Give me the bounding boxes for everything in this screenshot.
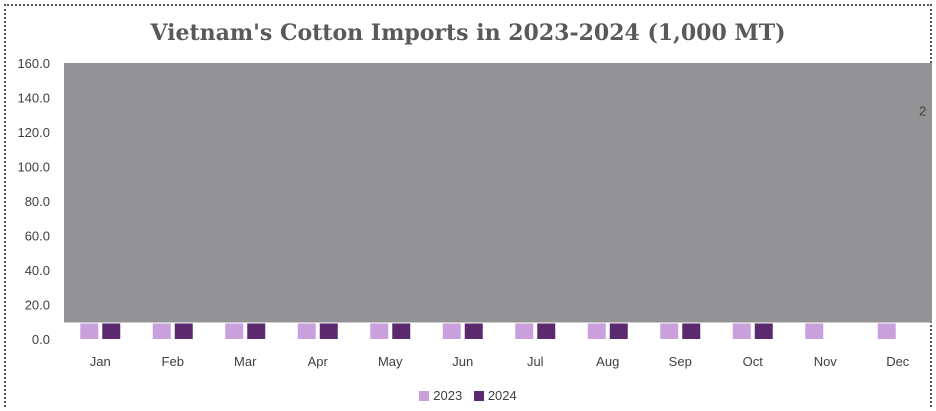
- y-tick-label: 20.0: [25, 298, 50, 313]
- x-axis: Jan Feb Mar Apr May Jun Jul Aug Sep Oct Nov Dec: [90, 354, 910, 369]
- bar-2024-feb: [174, 323, 193, 339]
- bar-2023-apr: [297, 323, 316, 339]
- bar-2024-apr: [319, 323, 338, 339]
- bar-2023-oct: [732, 323, 751, 339]
- bar-2023-aug: [587, 323, 606, 339]
- bars-layer: [80, 323, 896, 339]
- bar-2024-jun: [464, 323, 483, 339]
- bar-2024-may: [392, 323, 411, 339]
- bar-2024-aug: [609, 323, 628, 339]
- bar-2024-sep: [682, 323, 701, 339]
- chart-title: Vietnam's Cotton Imports in 2023-2024 (1…: [150, 20, 786, 46]
- x-tick-label-aug: Aug: [596, 354, 619, 369]
- bar-2023-jun: [442, 323, 461, 339]
- x-tick-label-jan: Jan: [90, 354, 111, 369]
- bar-2023-jan: [80, 323, 99, 339]
- bar-2023-may: [370, 323, 389, 339]
- legend: 2023 2024: [0, 388, 936, 404]
- legend-item-2023: 2023: [419, 388, 462, 403]
- bar-2023-jul: [515, 323, 534, 339]
- y-tick-label: 0.0: [32, 332, 50, 347]
- overlay-panel: [64, 63, 932, 323]
- legend-label-2024: 2024: [487, 388, 517, 403]
- bar-2024-oct: [754, 323, 773, 339]
- legend-label-2023: 2023: [433, 388, 463, 403]
- y-tick-label: 60.0: [25, 229, 50, 244]
- x-tick-label-oct: Oct: [743, 354, 764, 369]
- bar-2024-jan: [102, 323, 121, 339]
- x-tick-label-nov: Nov: [814, 354, 838, 369]
- x-tick-label-jul: Jul: [527, 354, 544, 369]
- overlay-layer: 2: [64, 63, 932, 323]
- x-tick-label-may: May: [378, 354, 403, 369]
- y-axis: 0.0 20.0 40.0 60.0 80.0 100.0 120.0 140.0 160.0: [17, 56, 50, 347]
- y-tick-label: 160.0: [17, 56, 50, 71]
- bar-2023-feb: [152, 323, 171, 339]
- x-tick-label-jun: Jun: [452, 354, 473, 369]
- x-tick-label-mar: Mar: [234, 354, 257, 369]
- x-tick-label-apr: Apr: [308, 354, 329, 369]
- bar-2024-jul: [537, 323, 556, 339]
- bar-2023-mar: [225, 323, 244, 339]
- legend-item-2024: 2024: [473, 388, 517, 403]
- legend-swatch-2023: [419, 390, 430, 401]
- x-tick-label-sep: Sep: [669, 354, 692, 369]
- x-tick-label-feb: Feb: [162, 354, 184, 369]
- y-tick-label: 140.0: [17, 91, 50, 106]
- x-tick-label-dec: Dec: [886, 354, 910, 369]
- y-tick-label: 100.0: [17, 160, 50, 175]
- y-tick-label: 120.0: [17, 125, 50, 140]
- y-tick-label: 40.0: [25, 263, 50, 278]
- y-tick-label: 80.0: [25, 194, 50, 209]
- bar-2024-mar: [247, 323, 266, 339]
- legend-swatch-2024: [473, 390, 484, 401]
- bar-2023-dec: [877, 323, 896, 339]
- bar-2023-nov: [805, 323, 824, 339]
- stray-label: 2: [919, 103, 926, 118]
- bar-2023-sep: [660, 323, 679, 339]
